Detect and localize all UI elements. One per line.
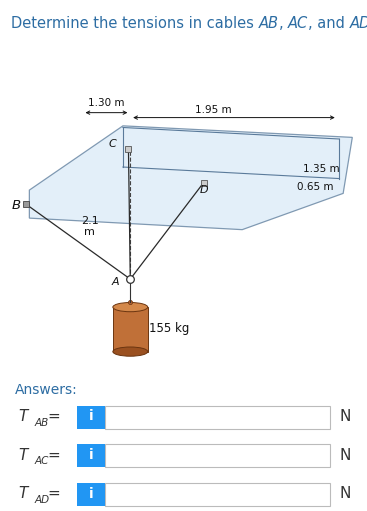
Text: 1.35 m: 1.35 m: [303, 165, 339, 174]
Text: AD: AD: [34, 495, 49, 505]
Polygon shape: [29, 126, 352, 229]
Text: =: =: [48, 448, 61, 462]
Text: =: =: [48, 409, 61, 424]
Text: AB: AB: [258, 16, 279, 31]
Text: C: C: [108, 139, 116, 149]
Text: Answers:: Answers:: [15, 383, 77, 397]
Text: 155 kg: 155 kg: [149, 322, 189, 335]
Text: 1.95 m: 1.95 m: [195, 105, 231, 115]
Text: i: i: [88, 448, 93, 462]
FancyBboxPatch shape: [77, 445, 105, 467]
Text: 2.1
m: 2.1 m: [81, 216, 99, 237]
Text: , and: , and: [308, 16, 349, 31]
Text: T: T: [18, 448, 28, 462]
Text: Determine the tensions in cables: Determine the tensions in cables: [11, 16, 258, 31]
Text: i: i: [88, 487, 93, 501]
Text: AD: AD: [349, 16, 367, 31]
Ellipse shape: [113, 347, 148, 356]
Text: =: =: [48, 486, 61, 501]
Text: B: B: [12, 199, 21, 212]
Text: N: N: [339, 486, 351, 501]
Bar: [113, 307, 148, 352]
Ellipse shape: [113, 303, 148, 312]
Text: 0.65 m: 0.65 m: [297, 182, 333, 193]
Text: ,: ,: [279, 16, 288, 31]
Text: i: i: [88, 409, 93, 424]
FancyBboxPatch shape: [105, 406, 330, 429]
Text: AC: AC: [34, 456, 48, 467]
Text: AC: AC: [288, 16, 308, 31]
FancyBboxPatch shape: [77, 483, 105, 506]
Text: T: T: [18, 409, 28, 424]
FancyBboxPatch shape: [105, 483, 330, 506]
FancyBboxPatch shape: [105, 445, 330, 467]
Text: A: A: [112, 277, 120, 287]
Text: AB: AB: [34, 417, 48, 428]
Text: 1.30 m: 1.30 m: [88, 98, 125, 108]
Text: N: N: [339, 409, 351, 424]
Text: N: N: [339, 448, 351, 462]
Text: T: T: [18, 486, 28, 501]
FancyBboxPatch shape: [77, 406, 105, 429]
Text: D: D: [200, 185, 209, 195]
